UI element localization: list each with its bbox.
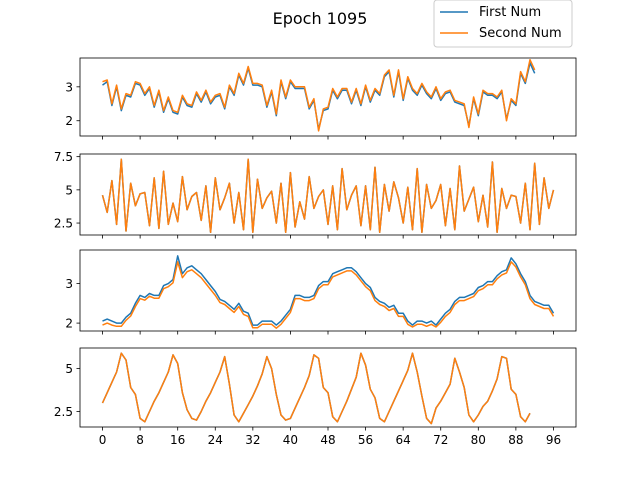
- y-tick-label: 2: [65, 114, 73, 128]
- x-tick-label: 56: [358, 433, 373, 447]
- subplot-3: 23: [65, 249, 577, 335]
- series-line-second-num: [102, 58, 536, 132]
- subplot-1: 23: [65, 57, 577, 140]
- legend: First Num Second Num: [433, 0, 573, 48]
- y-tick-label: 2.5: [54, 405, 73, 419]
- x-tick-label: 80: [471, 433, 486, 447]
- axes-frame: [79, 57, 577, 137]
- y-tick-label: 2.5: [54, 217, 73, 231]
- x-tick-label: 48: [320, 433, 335, 447]
- x-tick-label: 72: [433, 433, 448, 447]
- x-tick-label: 24: [208, 433, 223, 447]
- legend-box: [433, 0, 573, 48]
- x-tick-label: 8: [136, 433, 144, 447]
- y-tick-label: 5: [65, 362, 73, 376]
- legend-label-second-num: Second Num: [479, 26, 562, 41]
- x-tick-label: 64: [396, 433, 411, 447]
- series-line-second-num: [101, 352, 531, 425]
- y-tick-label: 3: [65, 80, 73, 94]
- x-tick-label: 0: [99, 433, 107, 447]
- x-tick-label: 16: [170, 433, 185, 447]
- y-tick-label: 2: [65, 317, 73, 331]
- series-line-second-num: [102, 261, 555, 329]
- legend-label-first-num: First Num: [479, 5, 541, 20]
- y-tick-label: 5: [65, 183, 73, 197]
- subplot-2: 2.5 5 7.5: [54, 150, 577, 239]
- x-tick-label: 96: [546, 433, 561, 447]
- series-line-first-num: [102, 255, 555, 326]
- x-tick-label: 88: [508, 433, 523, 447]
- subplot-4: 2.5 5 0 8 16 24 32 40 48 56 64 72 80 88 96: [54, 347, 577, 447]
- figure-title: Epoch 1095: [273, 9, 368, 28]
- x-tick-label: 32: [245, 433, 260, 447]
- y-tick-label: 3: [65, 277, 73, 291]
- x-tick-label: 40: [283, 433, 298, 447]
- series-line-second-num: [101, 158, 555, 234]
- series-line-first-num: [101, 352, 531, 425]
- y-tick-label: 7.5: [54, 150, 73, 164]
- axes-frame: [79, 249, 577, 332]
